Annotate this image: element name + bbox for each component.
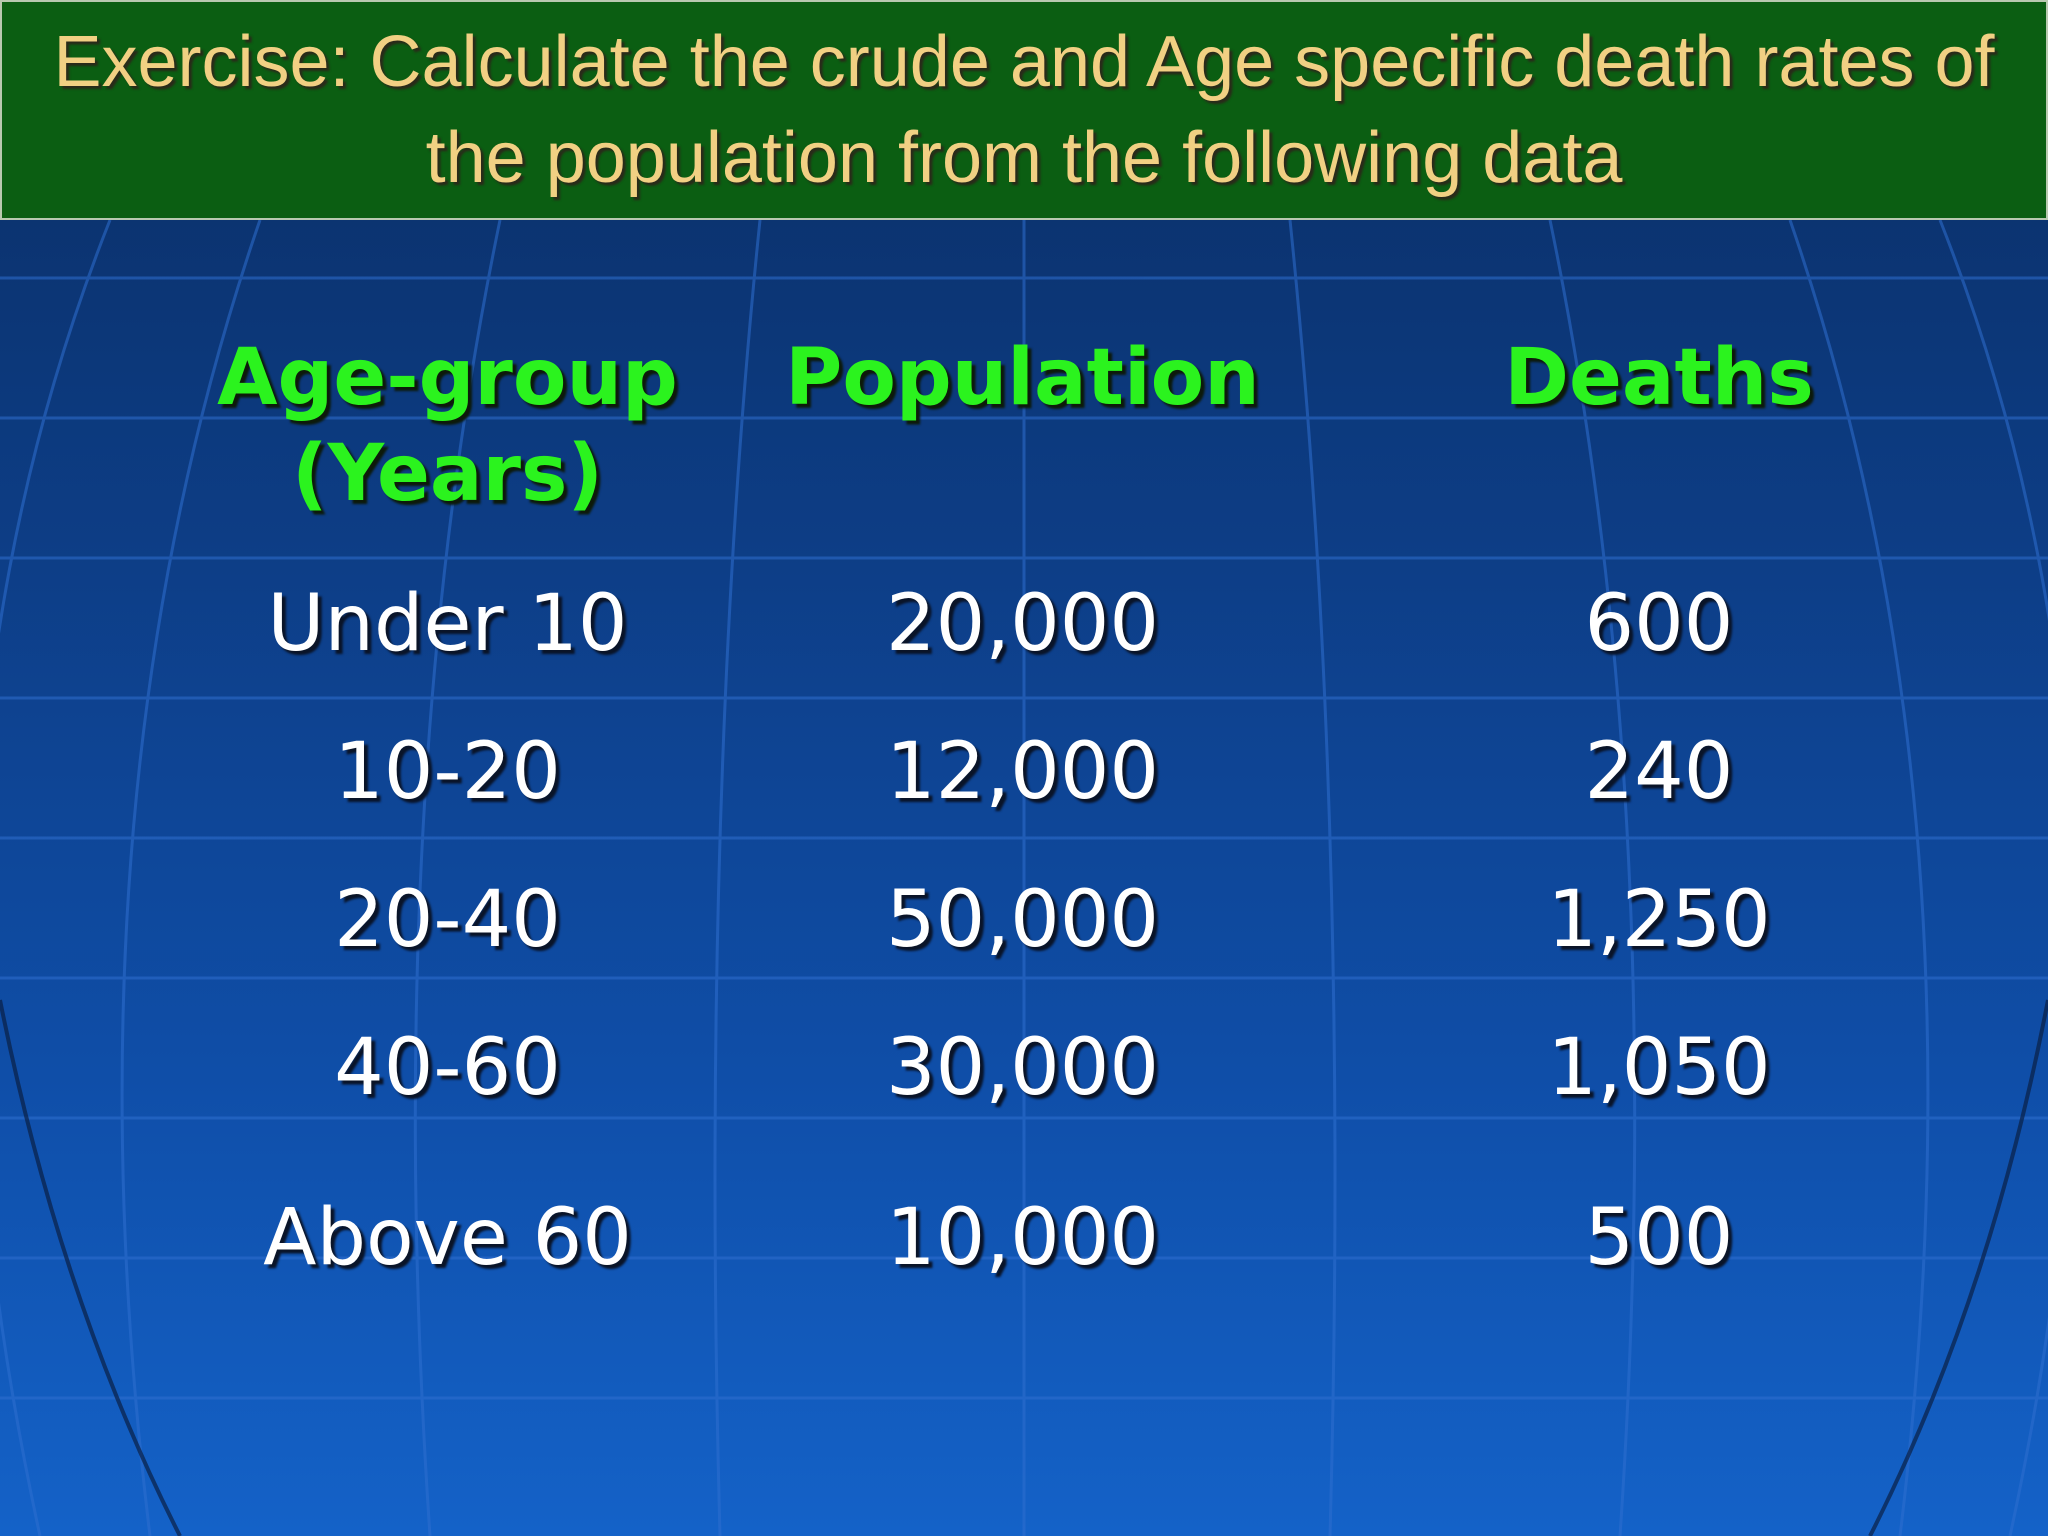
slide-title: Exercise: Calculate the crude and Age sp… xyxy=(53,22,1995,198)
cell-age-group: 40-60 xyxy=(334,1023,561,1113)
cell-deaths: 500 xyxy=(1584,1193,1734,1283)
header-age-group: Age-group (Years) xyxy=(217,333,678,519)
table-header-row: Age-group (Years) Population Deaths xyxy=(0,330,2048,550)
header-deaths: Deaths xyxy=(1504,333,1814,423)
cell-population: 10,000 xyxy=(886,1193,1159,1283)
cell-population: 20,000 xyxy=(886,579,1159,669)
table-row: 20-40 50,000 1,250 xyxy=(0,846,2048,994)
cell-age-group: Under 10 xyxy=(267,579,628,669)
cell-age-group: Above 60 xyxy=(263,1193,632,1283)
title-bar: Exercise: Calculate the crude and Age sp… xyxy=(0,0,2048,220)
table-row: Above 60 10,000 500 xyxy=(0,1142,2048,1334)
cell-deaths: 1,250 xyxy=(1547,875,1771,965)
mortality-data-table: Age-group (Years) Population Deaths Unde… xyxy=(0,330,2048,1334)
cell-deaths: 1,050 xyxy=(1547,1023,1771,1113)
cell-population: 30,000 xyxy=(886,1023,1159,1113)
header-population: Population xyxy=(785,333,1260,423)
cell-deaths: 240 xyxy=(1584,727,1734,817)
cell-age-group: 20-40 xyxy=(334,875,561,965)
table-row: 40-60 30,000 1,050 xyxy=(0,994,2048,1142)
cell-population: 50,000 xyxy=(886,875,1159,965)
table-row: Under 10 20,000 600 xyxy=(0,550,2048,698)
cell-deaths: 600 xyxy=(1584,579,1734,669)
table-row: 10-20 12,000 240 xyxy=(0,698,2048,846)
cell-population: 12,000 xyxy=(886,727,1159,817)
cell-age-group: 10-20 xyxy=(334,727,561,817)
data-table-container: Age-group (Years) Population Deaths Unde… xyxy=(0,330,2048,1334)
